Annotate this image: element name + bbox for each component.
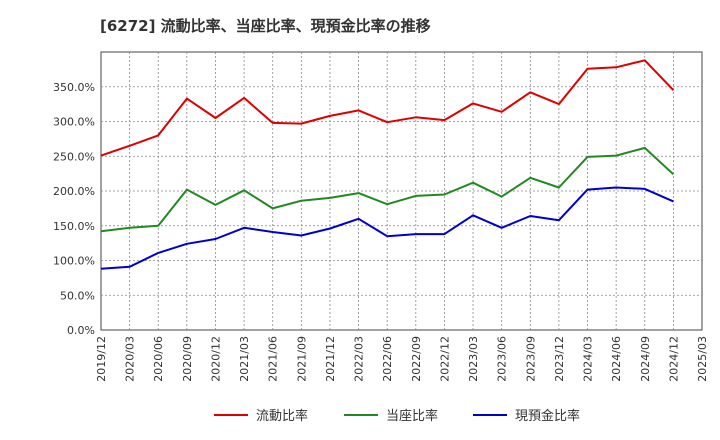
x-tick-label: 2022/06 xyxy=(381,336,394,382)
y-tick-label: 150.0% xyxy=(53,220,95,233)
series-line xyxy=(100,146,675,233)
y-tick-label: 300.0% xyxy=(53,116,95,129)
x-tick-label: 2023/12 xyxy=(553,336,566,382)
x-tick-label: 2019/12 xyxy=(95,336,108,382)
y-tick-label: 0.0% xyxy=(67,324,95,337)
x-tick-label: 2024/03 xyxy=(582,336,595,382)
chart-title: [6272] 流動比率、当座比率、現預金比率の推移 xyxy=(100,17,431,35)
legend-label: 当座比率 xyxy=(386,408,438,424)
x-tick-label: 2021/12 xyxy=(324,336,337,382)
x-tick-label: 2025/03 xyxy=(696,336,709,382)
x-tick-label: 2020/03 xyxy=(124,336,137,382)
series-layer xyxy=(100,59,675,270)
y-tick-label: 200.0% xyxy=(53,185,95,198)
legend-label: 流動比率 xyxy=(256,408,308,424)
x-tick-label: 2023/09 xyxy=(524,336,537,382)
y-tick-label: 350.0% xyxy=(53,81,95,94)
x-tick-label: 2022/12 xyxy=(438,336,451,382)
x-tick-label: 2022/09 xyxy=(410,336,423,382)
x-tick-label: 2021/09 xyxy=(295,336,308,382)
legend-label: 現預金比率 xyxy=(515,408,580,424)
x-tick-label: 2020/09 xyxy=(181,336,194,382)
x-tick-label: 2020/06 xyxy=(152,336,165,382)
y-tick-label: 100.0% xyxy=(53,255,95,268)
x-tick-label: 2024/06 xyxy=(610,336,623,382)
x-tick-label: 2023/06 xyxy=(496,336,509,382)
series-line xyxy=(100,59,675,157)
y-tick-label: 50.0% xyxy=(60,289,95,302)
x-tick-label: 2024/12 xyxy=(667,336,680,382)
x-tick-label: 2021/03 xyxy=(238,336,251,382)
x-tick-label: 2023/03 xyxy=(467,336,480,382)
x-tick-label: 2021/06 xyxy=(267,336,280,382)
x-tick-label: 2020/12 xyxy=(209,336,222,382)
legend: 流動比率 当座比率 現預金比率 xyxy=(214,408,580,424)
x-tick-label: 2024/09 xyxy=(639,336,652,382)
series-line xyxy=(100,186,674,270)
x-tick-label: 2022/03 xyxy=(353,336,366,382)
y-tick-label: 250.0% xyxy=(53,150,95,163)
axis-layer: 0.0% 50.0% 100.0% 150.0% 200.0% 250.0% 300.0% 3… xyxy=(53,81,709,382)
